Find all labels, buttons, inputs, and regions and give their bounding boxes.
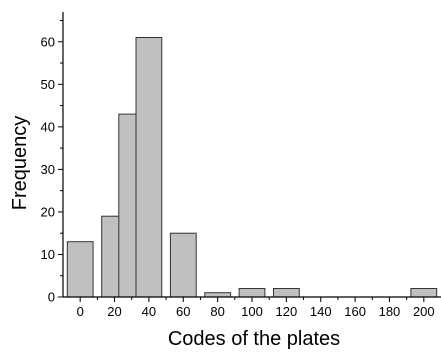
y-axis-title: Frequency: [9, 116, 31, 211]
x-tick-label-140: 140: [310, 304, 332, 319]
histogram-bar-200: [410, 288, 438, 298]
y-tick-label-10: 10: [41, 247, 55, 262]
x-tick-label-200: 200: [413, 304, 435, 319]
x-tick-label-120: 120: [276, 304, 298, 319]
histogram-bar-100: [238, 288, 266, 298]
y-tick-label-50: 50: [41, 77, 55, 92]
x-axis-title: Codes of the plates: [168, 328, 340, 350]
histogram-bar-80: [204, 292, 232, 298]
bars-group: [66, 37, 438, 298]
x-tick-label-0: 0: [77, 304, 84, 319]
x-tick-label-160: 160: [344, 304, 366, 319]
y-tick-label-0: 0: [48, 290, 55, 305]
x-tick-label-180: 180: [379, 304, 401, 319]
y-tick-label-60: 60: [41, 34, 55, 49]
y-tick-label-40: 40: [41, 119, 55, 134]
x-tick-label-100: 100: [241, 304, 263, 319]
histogram-bar-40: [135, 37, 163, 298]
histogram-bar-60: [169, 232, 197, 298]
y-tick-label-20: 20: [41, 204, 55, 219]
histogram-bar-0: [66, 241, 94, 298]
x-tick-label-80: 80: [210, 304, 224, 319]
x-tick-label-20: 20: [107, 304, 121, 319]
y-tick-label-30: 30: [41, 162, 55, 177]
ticks-group: 0 10 20 30 40 50 60 0 20 40 60 80 100 120 140 160 180 200: [41, 20, 435, 319]
histogram-bar-120: [273, 288, 300, 298]
x-tick-label-40: 40: [142, 304, 156, 319]
x-tick-label-60: 60: [176, 304, 190, 319]
